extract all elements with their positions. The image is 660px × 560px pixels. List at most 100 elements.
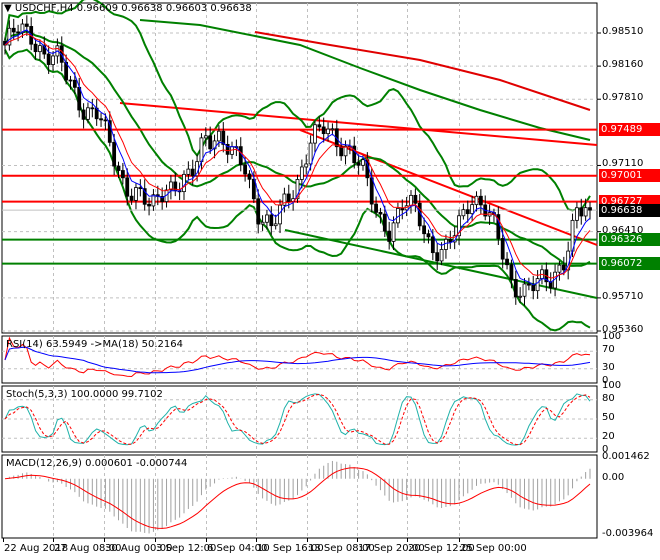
time-label: 30 Aug 00:00 (105, 543, 173, 554)
time-label: 25 Sep 00:00 (460, 543, 527, 554)
time-label: 10 Sep 16:00 (257, 543, 324, 554)
candle (11, 27, 16, 33)
candle (273, 223, 278, 227)
candle (526, 283, 531, 286)
rsi-ma-line (4, 346, 591, 374)
candle (400, 208, 405, 211)
candle (575, 207, 579, 221)
macd-label: MACD(12,26,9) 0.000601 -0.000744 (6, 458, 188, 469)
level-label-resistance: 0.97001 (599, 169, 660, 183)
candle (426, 233, 431, 238)
candle (199, 137, 204, 163)
rsi-line (4, 336, 591, 378)
indicator-axis-label: 100 (602, 331, 622, 342)
candle (147, 203, 151, 207)
candle (38, 45, 42, 53)
candle (251, 178, 256, 200)
candle (286, 193, 291, 202)
price-label: 0.97110 (602, 158, 644, 170)
time-label: 17 Sep 20:00 (358, 543, 425, 554)
candle (356, 162, 361, 166)
candle (125, 177, 130, 197)
candle (513, 279, 518, 298)
candle (531, 284, 536, 292)
price-label: 0.98160 (602, 59, 644, 71)
candle (452, 235, 457, 243)
candle (16, 31, 20, 34)
long-moving-average (254, 31, 591, 111)
candle (361, 159, 365, 166)
candle (182, 173, 186, 193)
candle (225, 143, 230, 155)
stoch-signal-line (4, 393, 591, 446)
candle (190, 168, 195, 177)
panel-frame-3 (1, 454, 598, 539)
level-label-support: 0.96072 (599, 257, 660, 271)
candle (168, 181, 173, 191)
time-label: 20 Sep 12:00 (408, 543, 475, 554)
rsi-label: RSI(14) 63.5949 ->MA(18) 50.2164 (6, 339, 183, 350)
level-label-resistance: 0.97489 (599, 123, 660, 137)
indicator-axis-label: 30 (602, 361, 615, 373)
price-label: 0.95710 (602, 290, 644, 302)
candle (77, 86, 82, 111)
candle (474, 195, 479, 206)
candle (369, 177, 374, 205)
indicator-axis-label: 100 (602, 380, 622, 391)
candle (90, 107, 95, 110)
bollinger-lower (4, 48, 591, 332)
candle (308, 142, 313, 165)
candle (588, 207, 592, 211)
candle (435, 252, 440, 262)
candle (448, 238, 453, 243)
candle (24, 23, 29, 27)
time-label: 27 Aug 08:00 (54, 543, 122, 554)
macd-axis-label: -0.003964 (602, 528, 654, 539)
candle (208, 135, 213, 150)
candle (409, 194, 413, 207)
level-label-current: 0.96638 (599, 203, 660, 217)
candle (269, 214, 274, 227)
candle (7, 27, 12, 46)
candle (387, 230, 392, 242)
candle (304, 163, 309, 168)
candle (72, 79, 77, 88)
candle (33, 43, 38, 53)
candle (299, 166, 304, 180)
candle (465, 209, 470, 215)
candle (382, 213, 387, 232)
candle (212, 140, 217, 150)
candle (374, 203, 378, 213)
long-green-moving-average (139, 19, 591, 141)
candle (103, 119, 108, 122)
candle (151, 194, 156, 207)
candle (561, 264, 566, 271)
candle (247, 173, 252, 180)
candle (217, 130, 221, 142)
candle (522, 283, 527, 297)
chart-header: ▼ USDCHF,H4 0.96609 0.96638 0.96603 0.96… (4, 3, 252, 14)
price-label: 0.95360 (602, 324, 644, 335)
candle (326, 128, 330, 135)
candle (352, 145, 357, 164)
resistance-trendline-upper (119, 102, 598, 146)
stoch-label: Stoch(5,3,3) 100.0000 99.7102 (6, 389, 163, 400)
candle (203, 135, 208, 139)
time-label: 3 Sep 12:00 (156, 543, 217, 554)
candle (391, 222, 396, 242)
candle (278, 204, 282, 225)
dropdown-triangle-icon[interactable]: ▼ (4, 3, 12, 14)
candle (430, 236, 435, 254)
candle (142, 188, 147, 205)
candle (470, 204, 475, 215)
ohlc-values: 0.96609 0.96638 0.96603 0.96638 (76, 3, 252, 14)
macd-axis-label: 0.00 (602, 471, 625, 483)
candle (112, 141, 117, 167)
candle (535, 278, 540, 292)
fast-moving-average-blue (4, 29, 591, 286)
candle (282, 193, 287, 206)
candle (68, 79, 73, 82)
candle (378, 211, 383, 215)
